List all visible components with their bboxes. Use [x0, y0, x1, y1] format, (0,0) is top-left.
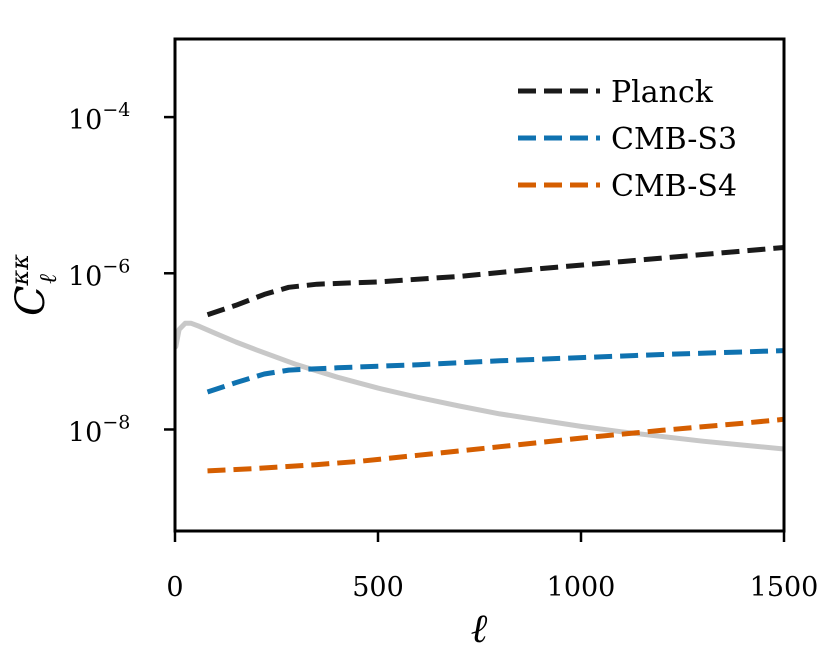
x-tick-label: 1000 [547, 572, 616, 603]
x-tick-label: 0 [166, 572, 183, 603]
y-tick-label: 10−8 [68, 411, 130, 448]
legend-label-planck: Planck [611, 75, 714, 110]
svg-text:Cκκℓ: Cκκℓ [6, 254, 62, 316]
series-line-planck [206, 245, 784, 318]
series-layer [175, 245, 784, 474]
legend: Planck CMB-S3 CMB-S4 [518, 75, 737, 204]
plot-frame [173, 37, 786, 533]
x-axis-ticks: 0 500 1000 1500 [166, 531, 818, 603]
series-line-cmb-s3 [206, 348, 784, 395]
y-tick-label: 10−6 [68, 255, 130, 292]
y-axis-label: Cκκℓ [6, 254, 62, 316]
y-axis-ticks: 10−4 10−6 10−8 [68, 99, 175, 448]
x-tick-label: 1500 [750, 572, 819, 603]
legend-label-cmb-s4: CMB-S4 [611, 169, 737, 204]
y-axis-label-sup: κκ [6, 254, 34, 287]
series-line-cmb-s4 [207, 416, 784, 474]
x-axis-label: ℓ [471, 606, 488, 652]
series-line-lensing-signal [175, 320, 784, 452]
y-axis-label-main: C [8, 285, 54, 316]
y-tick-label: 10−4 [68, 99, 130, 136]
y-axis-label-sub: ℓ [34, 274, 62, 284]
x-tick-label: 500 [352, 572, 404, 603]
legend-label-cmb-s3: CMB-S3 [611, 122, 737, 157]
